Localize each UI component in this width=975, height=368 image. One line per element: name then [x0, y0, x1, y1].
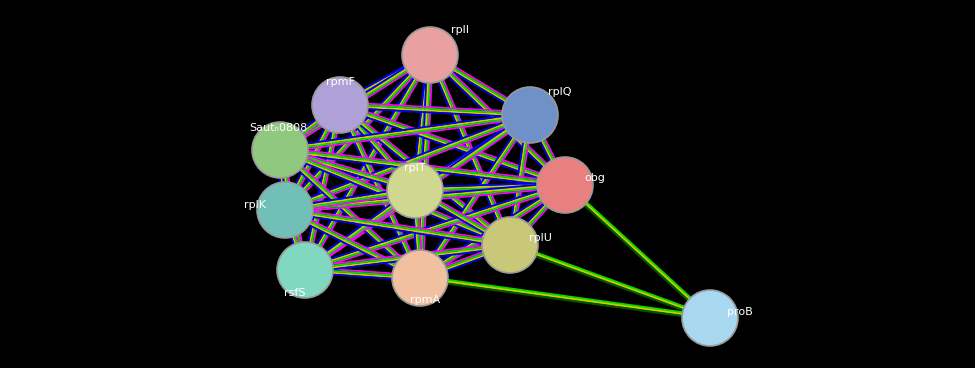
Text: rplK: rplK [244, 200, 266, 210]
Text: rpmA: rpmA [410, 295, 440, 305]
Circle shape [312, 77, 368, 133]
Circle shape [252, 122, 308, 178]
Circle shape [482, 217, 538, 273]
Circle shape [537, 157, 593, 213]
Text: rplT: rplT [405, 163, 426, 173]
Text: Sautₙ0808: Sautₙ0808 [249, 123, 307, 133]
Circle shape [387, 162, 443, 218]
Circle shape [392, 250, 448, 306]
Circle shape [402, 27, 458, 83]
Text: rsfS: rsfS [285, 288, 306, 298]
Text: rpmF: rpmF [326, 77, 355, 87]
Text: rplQ: rplQ [548, 87, 571, 97]
Text: rplI: rplI [451, 25, 469, 35]
Circle shape [257, 182, 313, 238]
Text: rplU: rplU [528, 233, 552, 243]
Circle shape [682, 290, 738, 346]
Circle shape [277, 242, 333, 298]
Text: proB: proB [727, 307, 753, 317]
Circle shape [502, 87, 558, 143]
Text: obg: obg [585, 173, 605, 183]
